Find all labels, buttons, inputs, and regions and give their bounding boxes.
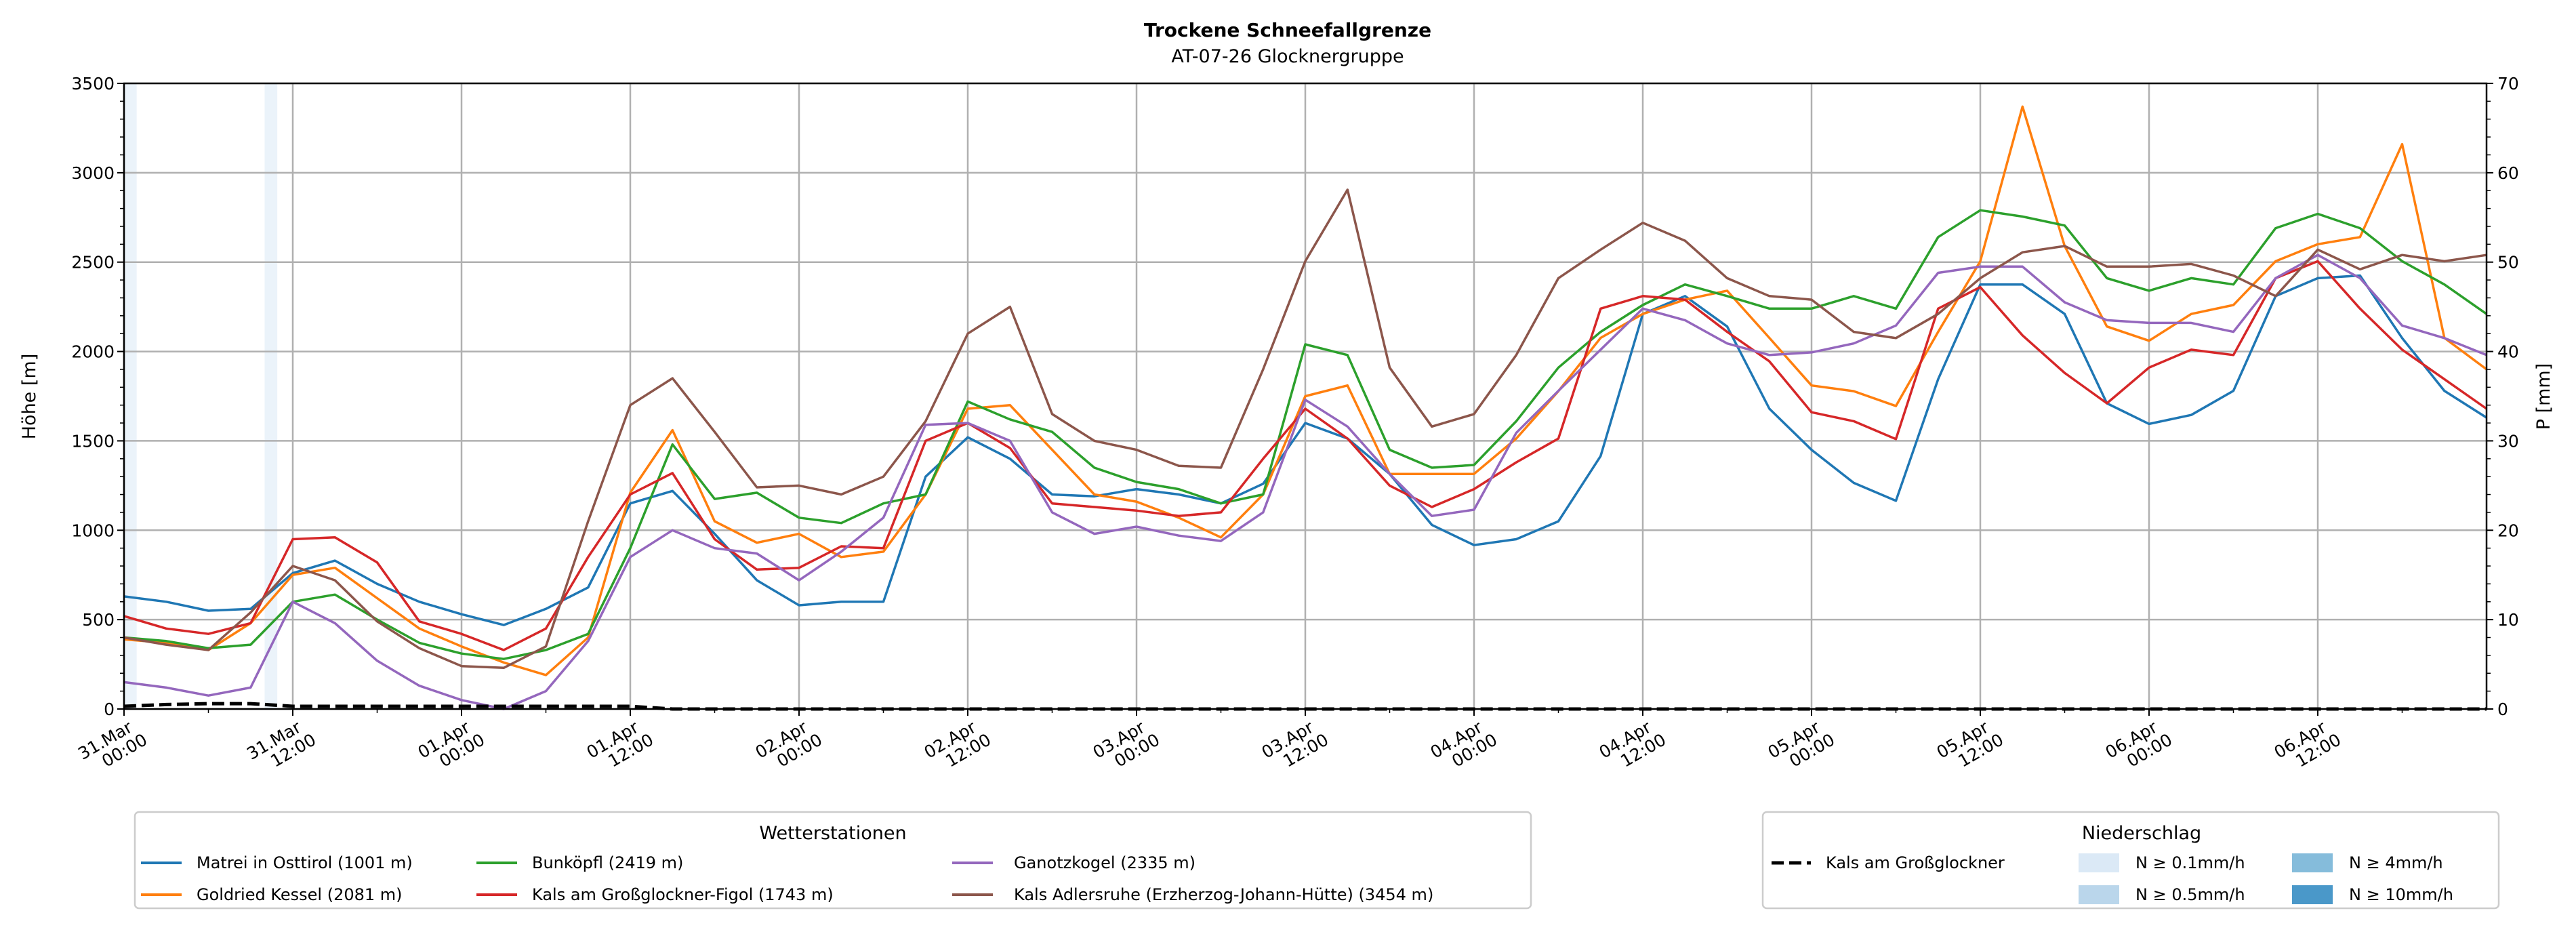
series-line-4 — [123, 254, 2487, 710]
legend-label-2: Bunköpfl (2419 m) — [532, 853, 683, 872]
y-tick-label: 1500 — [71, 431, 115, 451]
y-right-tick-label: 10 — [2497, 610, 2519, 630]
legend-precip-label: Kals am Großglockner — [1826, 853, 2005, 872]
precip-bar — [264, 83, 278, 709]
legend-precip-swatch-1 — [2079, 885, 2119, 904]
y-right-tick-label: 20 — [2497, 521, 2519, 540]
series-line-3 — [123, 260, 2488, 651]
y-tick-label: 1000 — [71, 521, 115, 540]
series-line-1 — [123, 105, 2488, 676]
legend-precip-title: Niederschlag — [2082, 823, 2201, 844]
precip-bar — [124, 83, 137, 709]
legend-label-4: Ganotzkogel (2335 m) — [1014, 853, 1195, 872]
legend-precip-class-label: N ≥ 10mm/h — [2349, 885, 2453, 904]
y-right-tick-label: 30 — [2497, 431, 2519, 451]
precip-bars — [124, 83, 278, 709]
legend-precip: Niederschlag Kals am Großglockner N ≥ 0.… — [1761, 811, 2500, 910]
y-tick-label: 2500 — [71, 253, 115, 272]
y-right-tick-label: 0 — [2497, 700, 2508, 719]
legend-label-3: Kals am Großglockner-Figol (1743 m) — [532, 885, 834, 904]
legend-label-0: Matrei in Osttirol (1001 m) — [197, 853, 413, 872]
chart-title: Trockene Schneefallgrenze — [1144, 19, 1431, 41]
y-tick-label: 500 — [82, 610, 115, 630]
legend-stations: Wetterstationen Matrei in Osttirol (1001… — [134, 811, 1532, 910]
y-right-tick-label: 60 — [2497, 163, 2519, 183]
series-line-0 — [123, 274, 2487, 626]
legend-precip-class-label: N ≥ 4mm/h — [2349, 853, 2443, 872]
y-right-tick-label: 70 — [2497, 74, 2519, 94]
y-tick-label: 3500 — [71, 74, 115, 94]
y-tick-label: 0 — [104, 700, 115, 719]
legend-precip-swatch-2 — [2292, 853, 2333, 872]
series-line-5 — [123, 188, 2487, 670]
legend-precip-class-label: N ≥ 0.1mm/h — [2135, 853, 2245, 872]
y-tick-label: 2000 — [71, 342, 115, 362]
y-right-tick-label: 50 — [2497, 253, 2519, 272]
legend-precip-swatch-0 — [2079, 853, 2119, 872]
legend-label-5: Kals Adlersruhe (Erzherzog-Johann-Hütte)… — [1014, 885, 1433, 904]
y-axis-right-label: P [mm] — [2533, 363, 2554, 430]
y-right-tick-label: 40 — [2497, 342, 2519, 362]
y-axis-label: Höhe [m] — [19, 354, 40, 440]
chart-subtitle: AT-07-26 Glocknergruppe — [1171, 46, 1404, 67]
legend-label-1: Goldried Kessel (2081 m) — [197, 885, 403, 904]
series-lines — [123, 105, 2488, 711]
legend-stations-title: Wetterstationen — [759, 823, 906, 844]
legend-precip-class-label: N ≥ 0.5mm/h — [2135, 885, 2245, 904]
y-tick-label: 3000 — [71, 163, 115, 183]
legend-precip-swatch-3 — [2292, 885, 2333, 904]
